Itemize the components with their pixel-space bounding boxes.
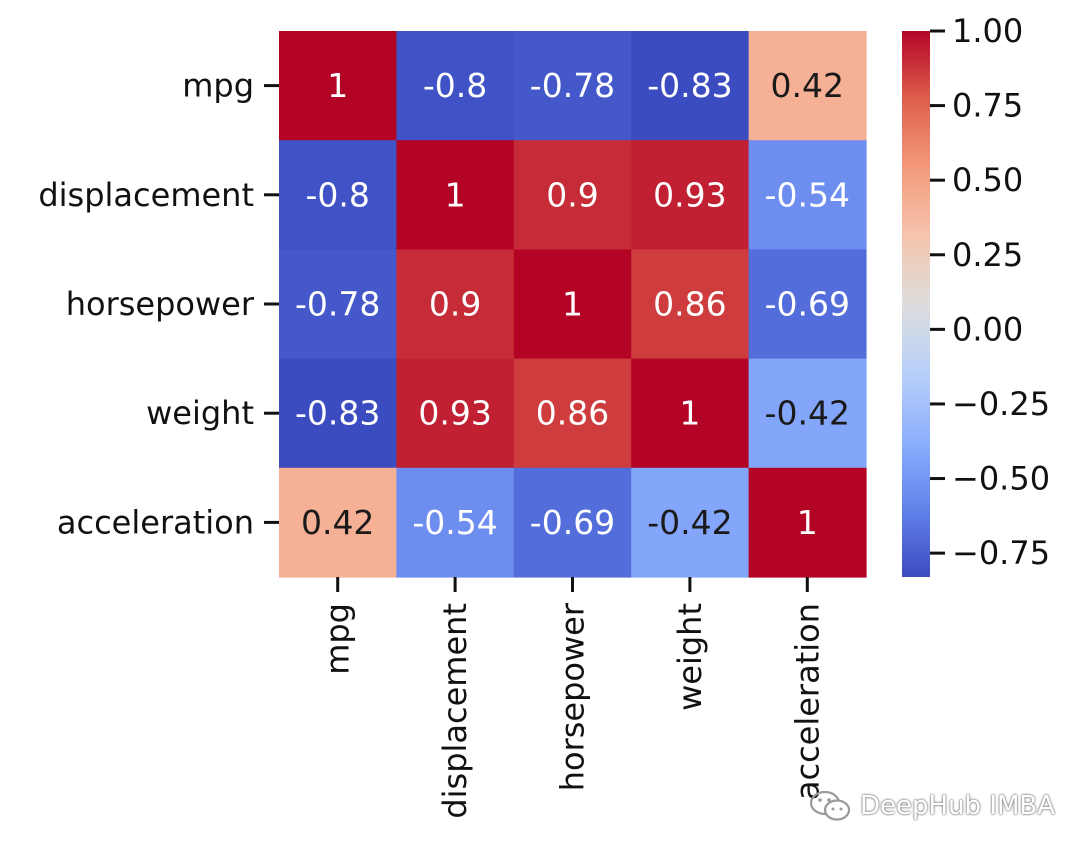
colorbar-gradient (902, 31, 930, 577)
heatmap-cell (748, 358, 867, 469)
y-tick-label: acceleration (57, 503, 254, 541)
heatmap-cell (631, 31, 750, 141)
heatmap-cell (279, 249, 397, 360)
cell-value-label: 0.93 (653, 175, 726, 214)
cell-value-label: -0.83 (295, 394, 380, 433)
cell-value-label: 1 (562, 285, 583, 324)
cell-value-label: 0.9 (429, 285, 481, 324)
heatmap-cells: 1 -0.8 -0.78 -0.83 0.42 -0.8 1 0.9 0.93 -0.54 -0.7… (279, 31, 867, 578)
colorbar-tick-label: 0.50 (952, 161, 1023, 199)
heatmap-cell (279, 467, 397, 578)
cell-value-label: -0.8 (306, 175, 370, 214)
heatmap-cell (279, 358, 397, 469)
cell-value-label: 1 (679, 394, 700, 433)
heatmap-cell (748, 31, 867, 141)
x-axis: mpg displacement horsepower weight accelerat… (319, 577, 826, 819)
y-axis: mpg displacement horsepower weight accelerat… (38, 67, 279, 541)
heatmap-cell (279, 31, 397, 141)
cell-value-label: 1 (445, 175, 466, 214)
colorbar-tick-label: 0.00 (952, 310, 1023, 348)
heatmap-cell (748, 140, 867, 250)
heatmap-cell (631, 467, 750, 578)
heatmap-cell (396, 358, 515, 469)
colorbar-tick-label: 1.00 (952, 12, 1023, 50)
cell-value-label: 0.86 (536, 394, 609, 433)
cell-value-label: -0.78 (530, 66, 615, 105)
heatmap-cell (396, 31, 515, 141)
cell-value-label: -0.69 (530, 503, 615, 542)
colorbar-tick-label: −0.50 (952, 460, 1050, 498)
x-tick-label: displacement (436, 603, 474, 819)
watermark: DeepHub IMBA (808, 788, 1055, 824)
cell-value-label: 1 (327, 66, 348, 105)
colorbar-tick-label: −0.25 (952, 385, 1050, 423)
y-tick-label: horsepower (66, 285, 255, 323)
heatmap-cell (396, 249, 515, 360)
cell-value-label: -0.69 (765, 285, 850, 324)
cell-value-label: 0.42 (301, 503, 374, 542)
cell-value-label: 0.9 (546, 175, 598, 214)
heatmap-cell (631, 249, 750, 360)
heatmap-cell (631, 358, 750, 469)
y-tick-label: mpg (182, 67, 254, 105)
cell-value-label: 1 (797, 503, 818, 542)
y-tick-label: weight (146, 394, 254, 432)
x-tick-label: weight (671, 603, 709, 711)
heatmap-cell (513, 467, 632, 578)
cell-value-label: -0.42 (765, 394, 850, 433)
cell-value-label: -0.54 (765, 175, 850, 214)
cell-value-label: -0.83 (647, 66, 732, 105)
heatmap-cell (513, 140, 632, 250)
cell-value-label: 0.42 (771, 66, 844, 105)
wechat-icon (809, 790, 851, 821)
cell-value-label: 0.93 (418, 394, 491, 433)
heatmap-cell (279, 140, 397, 250)
cell-value-label: -0.42 (647, 503, 732, 542)
heatmap-cell (748, 249, 867, 360)
watermark-text: DeepHub IMBA (860, 791, 1056, 821)
heatmap-cell (396, 467, 515, 578)
heatmap-cell (396, 140, 515, 250)
cell-value-label: -0.54 (412, 503, 497, 542)
heatmap-cell (631, 140, 750, 250)
heatmap-cell (513, 31, 632, 141)
y-tick-label: displacement (38, 176, 254, 214)
heatmap-cell (513, 249, 632, 360)
cell-value-label: -0.8 (423, 66, 487, 105)
colorbar: 1.00 0.75 0.50 0.25 0.00 −0.25 −0.50 −0.75 (902, 12, 1050, 577)
colorbar-tick-label: 0.25 (952, 236, 1023, 274)
x-tick-label: mpg (319, 603, 357, 675)
colorbar-tick-label: −0.75 (952, 534, 1050, 572)
colorbar-ticks: 1.00 0.75 0.50 0.25 0.00 −0.25 −0.50 −0.75 (930, 12, 1050, 572)
cell-value-label: 0.86 (653, 285, 726, 324)
x-tick-label: acceleration (788, 603, 826, 800)
heatmap-cell (513, 358, 632, 469)
colorbar-tick-label: 0.75 (952, 87, 1023, 125)
cell-value-label: -0.78 (295, 285, 380, 324)
x-tick-label: horsepower (554, 602, 592, 791)
heatmap-cell (748, 467, 867, 578)
